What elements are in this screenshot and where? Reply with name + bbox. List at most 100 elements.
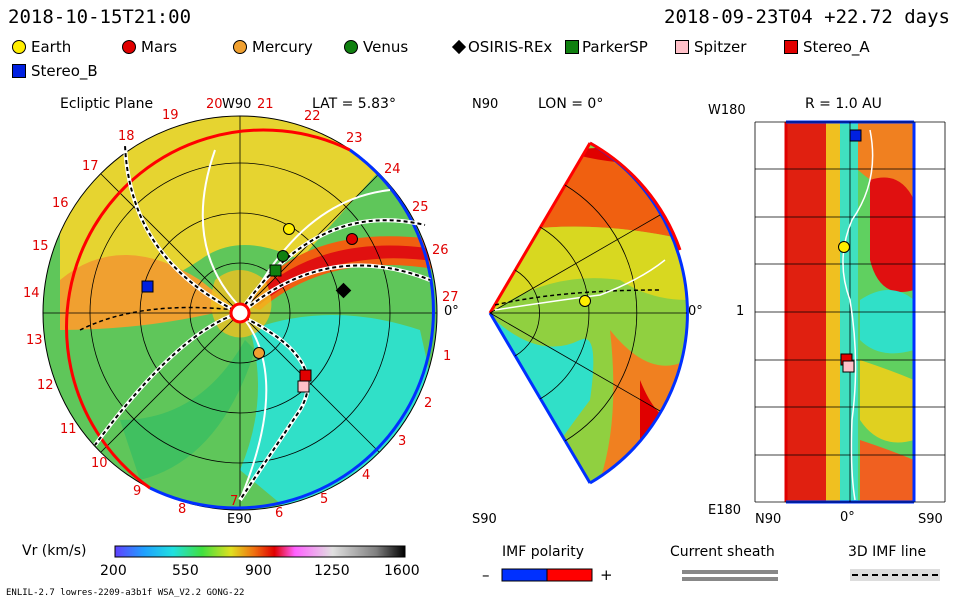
ecliptic-top-label: W90: [222, 97, 252, 112]
ecliptic-title: Ecliptic Plane: [60, 96, 154, 112]
earth-marker: [283, 223, 295, 235]
carrington-tick: 22: [304, 109, 321, 124]
legend-label: Spitzer: [694, 38, 747, 56]
radial-panel: [754, 120, 946, 504]
carrington-tick: 26: [432, 243, 449, 258]
ecliptic-plane-panel: [42, 115, 438, 511]
meridional-panel: [488, 141, 689, 485]
radial-bottom-left-label: E180: [708, 503, 742, 518]
earth-marker-radial: [838, 241, 850, 253]
radial-r-label: R = 1.0 AU: [805, 96, 882, 112]
legend-venus: Venus: [344, 38, 408, 56]
spitzer-marker-icon: [675, 40, 689, 54]
earth-marker-icon: [12, 40, 26, 54]
ecliptic-right-label: 0°: [444, 304, 459, 319]
velocity-colorbar: [114, 545, 406, 558]
parker-marker-icon: [565, 40, 579, 54]
legend-label: Stereo_A: [803, 38, 870, 56]
venus-marker: [277, 250, 289, 262]
radial-bottom-label-0: 0°: [840, 510, 855, 525]
carrington-tick: 15: [32, 239, 49, 254]
earth-marker-meridional: [579, 295, 591, 307]
carrington-tick: 7: [230, 494, 239, 509]
imf-line-title: 3D IMF line: [848, 544, 927, 560]
stereo-a-marker: [299, 369, 312, 382]
mars-marker-icon: [122, 40, 136, 54]
legend-stereo-a: Stereo_A: [784, 38, 870, 56]
mercury-marker: [253, 347, 265, 359]
carrington-tick: 10: [91, 456, 108, 471]
spitzer-marker-radial: [842, 360, 855, 373]
legend-label: Earth: [31, 38, 72, 56]
carrington-tick: 27: [442, 290, 459, 305]
parker-marker: [269, 264, 282, 277]
radial-bottom-label-n90: N90: [755, 512, 782, 527]
carrington-tick: 3: [398, 434, 407, 449]
colorbar-label: Vr (km/s): [22, 543, 87, 559]
stereo-a-marker-icon: [784, 40, 798, 54]
legend-label: ParkerSP: [582, 38, 648, 56]
stereo-b-marker: [141, 280, 154, 293]
radial-top-left-label: W180: [708, 103, 746, 118]
model-footer: ENLIL-2.7 lowres-2209-a3b1f WSA_V2.2 GON…: [6, 588, 245, 598]
legend-label: Venus: [363, 38, 409, 56]
imf-negative-swatch: [501, 568, 548, 582]
spitzer-marker: [297, 380, 310, 393]
legend-osiris-rex: OSIRIS-REx: [451, 38, 553, 56]
venus-marker-icon: [344, 40, 358, 54]
carrington-tick: 1: [443, 349, 452, 364]
carrington-tick: 5: [320, 492, 329, 507]
mars-marker: [346, 233, 358, 245]
radial-bottom-label-s90: S90: [918, 512, 943, 527]
legend-mars: Mars: [122, 38, 177, 56]
colorbar-tick: 1250: [314, 563, 350, 579]
colorbar-tick: 550: [172, 563, 199, 579]
colorbar-tick: 1600: [384, 563, 420, 579]
carrington-tick: 14: [23, 286, 40, 301]
meridional-right-label: 0°: [688, 304, 703, 319]
legend-label: OSIRIS-REx: [468, 38, 553, 56]
carrington-tick: 12: [37, 378, 54, 393]
carrington-tick: 8: [178, 502, 187, 517]
legend-label: Mercury: [252, 38, 313, 56]
colorbar-tick: 200: [100, 563, 127, 579]
carrington-tick: 4: [362, 468, 371, 483]
model-datetime: 2018-10-15T21:00: [8, 6, 192, 28]
current-sheath-title: Current sheath: [670, 544, 775, 560]
mercury-marker-icon: [233, 40, 247, 54]
sheath-line-2: [682, 577, 778, 581]
legend-mercury: Mercury: [233, 38, 313, 56]
sun-icon: [229, 302, 251, 324]
carrington-tick: 16: [52, 196, 69, 211]
carrington-tick: 11: [60, 422, 77, 437]
ecliptic-bottom-label: E90: [227, 512, 252, 527]
meridional-bottom-label: S90: [472, 512, 497, 527]
carrington-tick: 9: [133, 484, 142, 499]
carrington-tick: 17: [82, 159, 99, 174]
carrington-tick: 2: [424, 396, 433, 411]
carrington-tick: 19: [162, 108, 179, 123]
carrington-tick: 25: [412, 200, 429, 215]
meridional-lon-label: LON = 0°: [538, 96, 604, 112]
legend-earth: Earth: [12, 38, 71, 56]
carrington-tick: 18: [118, 129, 135, 144]
stereo-b-marker-icon: [12, 64, 26, 78]
carrington-tick: 21: [257, 97, 274, 112]
carrington-tick: 24: [384, 162, 401, 177]
legend-stereo-b: Stereo_B: [12, 62, 98, 80]
imf-plus: +: [600, 566, 613, 584]
carrington-tick: 13: [26, 333, 43, 348]
legend-parker: ParkerSP: [565, 38, 648, 56]
ecliptic-lat-label: LAT = 5.83°: [312, 96, 396, 112]
meridional-top-label: N90: [472, 97, 499, 112]
run-datetime: 2018-09-23T04 +22.72 days: [664, 6, 950, 28]
carrington-tick: 20: [206, 97, 223, 112]
legend-spitzer: Spitzer: [675, 38, 746, 56]
colorbar-tick: 900: [245, 563, 272, 579]
carrington-tick: 6: [275, 506, 284, 521]
sheath-line-1: [682, 570, 778, 574]
imf-minus: –: [482, 566, 490, 584]
legend-label: Mars: [141, 38, 178, 56]
radial-mid-left-label: 1: [736, 304, 745, 319]
